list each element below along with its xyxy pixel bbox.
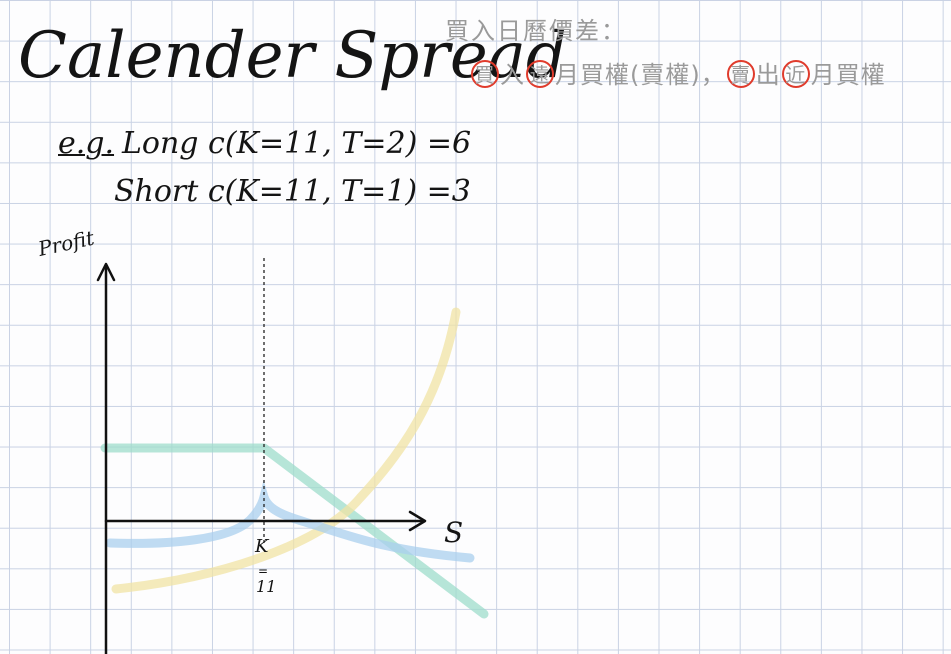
y-axis-label: Profit xyxy=(35,225,97,261)
description-text: 入 xyxy=(500,61,525,89)
example-short-call: Short c(K=11, T=1) =3 xyxy=(114,174,471,209)
circled-character: 近 xyxy=(781,60,810,88)
example-label: e.g. xyxy=(58,126,115,161)
x-axis-arrow xyxy=(408,510,427,532)
chinese-subtitle: 買入日曆價差： xyxy=(445,17,627,45)
circled-character: 買 xyxy=(471,60,499,88)
x-axis-label: S xyxy=(444,516,463,549)
chinese-description: 買入遠月買權(賣權)，賣出近月買權 xyxy=(470,58,886,92)
calendar-spread-profit-curve xyxy=(105,480,475,563)
long-call-value-curve xyxy=(111,307,461,594)
strike-label: K xyxy=(254,536,270,557)
strike-equals-mark: = xyxy=(258,564,268,578)
short-call-payoff-line xyxy=(100,443,489,619)
description-text: 月買權 xyxy=(810,61,886,89)
example-long-call: Long c(K=11, T=2) =6 xyxy=(122,126,472,161)
y-axis-arrow xyxy=(96,262,116,282)
description-text: 出 xyxy=(755,61,781,89)
circled-character: 遠 xyxy=(526,60,554,88)
description-text: 月買權(賣權)， xyxy=(555,61,726,89)
strike-value-label: 11 xyxy=(256,577,276,596)
circled-character: 賣 xyxy=(726,60,755,88)
